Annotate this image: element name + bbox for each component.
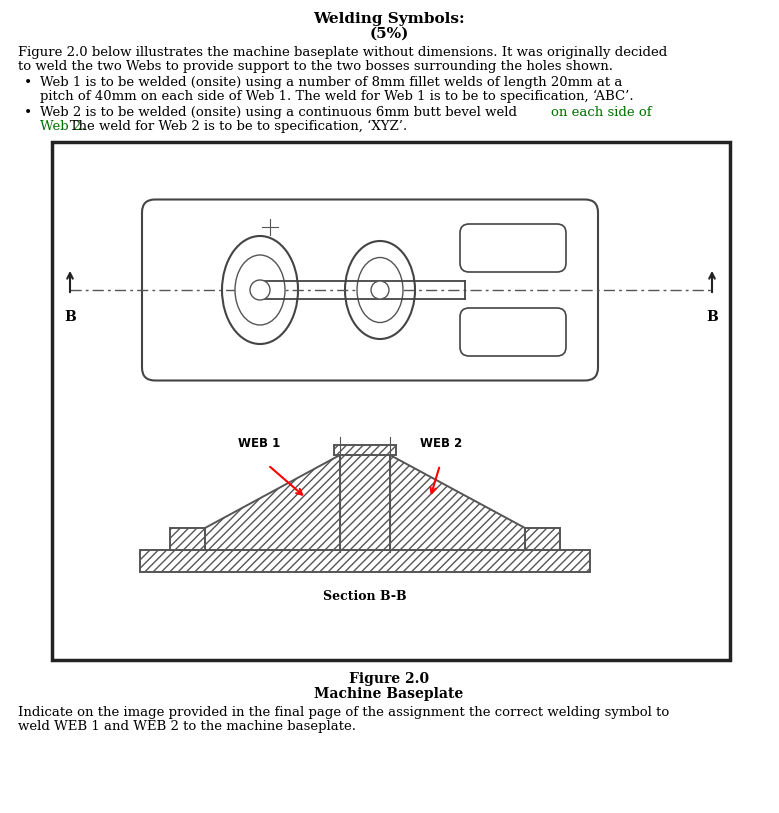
Text: Machine Baseplate: Machine Baseplate [315,687,464,701]
Text: Figure 2.0 below illustrates the machine baseplate without dimensions. It was or: Figure 2.0 below illustrates the machine… [18,46,668,59]
Text: WEB 1: WEB 1 [238,437,280,450]
Text: weld WEB 1 and WEB 2 to the machine baseplate.: weld WEB 1 and WEB 2 to the machine base… [18,720,356,733]
Polygon shape [205,455,340,550]
Text: B: B [64,310,76,324]
Text: on each side of: on each side of [551,106,651,119]
Text: Web 2.: Web 2. [40,120,86,133]
Bar [52,142,730,660]
FancyBboxPatch shape [142,199,598,380]
Text: Welding Symbols:: Welding Symbols: [313,12,465,26]
Text: B: B [706,310,718,324]
Text: WEB 2: WEB 2 [420,437,462,450]
Ellipse shape [222,236,298,344]
Text: Web 1 is to be welded (onsite) using a number of 8mm fillet welds of length 20mm: Web 1 is to be welded (onsite) using a n… [40,76,622,89]
Bar [170,528,205,550]
Polygon shape [390,455,525,550]
Text: The weld for Web 2 is to be to specification, ‘XYZ’.: The weld for Web 2 is to be to specifica… [40,120,407,133]
Bar [340,455,390,550]
Ellipse shape [357,258,403,323]
Text: •: • [24,76,32,90]
Text: Figure 2.0: Figure 2.0 [349,672,429,686]
Ellipse shape [250,280,270,300]
Bar [334,445,396,455]
Bar [140,550,590,572]
Bar [340,455,390,550]
Text: •: • [24,106,32,120]
Bar [525,528,560,550]
Bar [525,528,560,550]
Text: pitch of 40mm on each side of Web 1. The weld for Web 1 is to be to specificatio: pitch of 40mm on each side of Web 1. The… [40,90,633,103]
Bar [170,528,205,550]
Ellipse shape [371,281,389,299]
Text: Web 2 is to be welded (onsite) using a continuous 6mm butt bevel weld: Web 2 is to be welded (onsite) using a c… [40,106,521,119]
Text: Indicate on the image provided in the final page of the assignment the correct w: Indicate on the image provided in the fi… [18,706,669,719]
Bar [334,445,396,455]
Bar [140,550,590,572]
Ellipse shape [345,241,415,339]
Text: (5%): (5%) [369,27,409,41]
FancyBboxPatch shape [460,224,566,272]
FancyBboxPatch shape [460,308,566,356]
Text: Section B-B: Section B-B [323,590,407,603]
Ellipse shape [235,255,285,325]
Text: to weld the two Webs to provide support to the two bosses surrounding the holes : to weld the two Webs to provide support … [18,60,613,73]
